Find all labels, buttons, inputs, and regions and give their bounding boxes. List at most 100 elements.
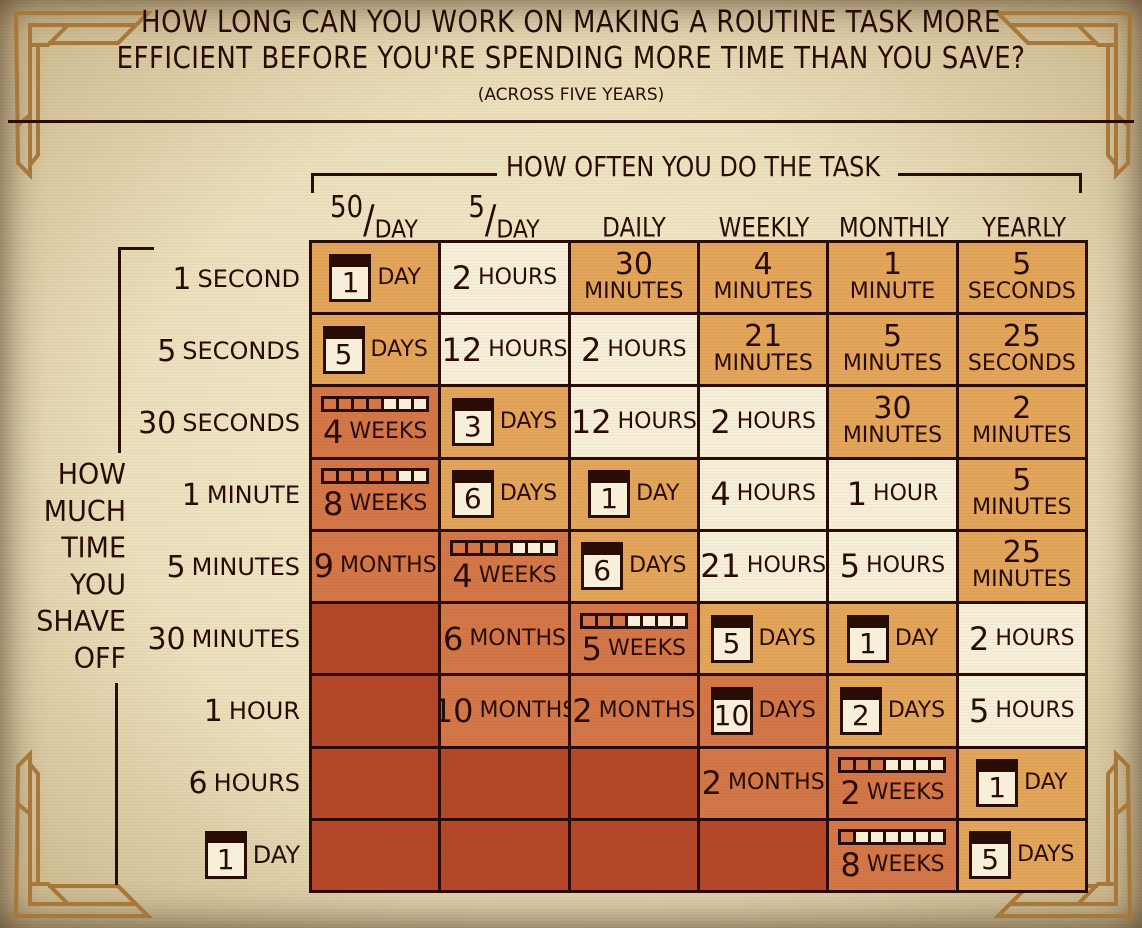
cell-value: 8 bbox=[840, 846, 861, 885]
cell-unit: DAYS bbox=[499, 481, 558, 507]
row-bracket-top bbox=[118, 247, 154, 250]
cell-unit: DAYS bbox=[499, 409, 558, 435]
grid-cell: 1 HOUR bbox=[829, 459, 956, 529]
art-deco-corner-bottom-right-icon bbox=[993, 749, 1133, 918]
cell-unit: HOURS bbox=[736, 409, 816, 435]
cell-unit: MONTHS bbox=[479, 697, 568, 723]
cell-value: 6 bbox=[442, 619, 464, 658]
column-header-50-per-day: 50/DAY bbox=[330, 190, 418, 245]
week-bar-icon bbox=[450, 540, 559, 557]
cell-value: 12 bbox=[441, 330, 483, 369]
cell-unit: MINUTES bbox=[972, 567, 1072, 593]
cell-value: 2 bbox=[710, 403, 731, 442]
grid-cell: 6 DAYS bbox=[441, 459, 568, 529]
grid-cell: 2 WEEKS bbox=[829, 748, 956, 818]
cell-value: 5 bbox=[1012, 463, 1032, 499]
grid-cell: 4 WEEKS bbox=[441, 531, 568, 602]
grid-cell: 4 HOURS bbox=[700, 459, 827, 529]
row-header-30-minutes: 30 MINUTES bbox=[147, 621, 300, 657]
grid-cell: 5 HOURS bbox=[958, 676, 1085, 746]
cell-value: 1 bbox=[882, 246, 903, 282]
grid-cell: 12 HOURS bbox=[570, 387, 697, 457]
grid-cell: 21 HOURS bbox=[700, 531, 827, 602]
column-bracket-right-tick bbox=[1079, 173, 1082, 193]
grid-cell: 5 WEEKS bbox=[570, 604, 697, 674]
cell-unit: MINUTE bbox=[849, 278, 936, 304]
grid-cell: 5 SECONDS bbox=[958, 243, 1085, 313]
grid-cell: 2 HOURS bbox=[700, 387, 827, 457]
grid-cell: 5 DAYS bbox=[312, 315, 439, 385]
column-header-weekly: WEEKLY bbox=[718, 213, 810, 244]
grid-cell-empty bbox=[312, 604, 439, 674]
grid-cell-empty bbox=[700, 820, 827, 890]
cell-unit: HOURS bbox=[866, 553, 946, 579]
cell-value: 30 bbox=[873, 391, 912, 427]
grid-cell: 1 DAY bbox=[829, 604, 956, 674]
grid-cell: 2 MONTHS bbox=[570, 676, 697, 746]
row-header-1-minute: 1 MINUTE bbox=[181, 477, 300, 513]
grid-cell: 6 MONTHS bbox=[441, 604, 568, 674]
cell-unit: HOURS bbox=[488, 336, 568, 362]
grid-cell: 5 DAYS bbox=[700, 604, 827, 674]
cell-unit: WEEKS bbox=[866, 780, 945, 806]
cell-unit: MINUTES bbox=[972, 495, 1072, 521]
cell-unit: DAY bbox=[1024, 770, 1068, 796]
cell-unit: WEEKS bbox=[866, 852, 945, 878]
column-header-yearly: YEARLY bbox=[981, 213, 1067, 244]
calendar-icon: 1 bbox=[329, 253, 372, 302]
time-savings-grid: 1 DAY 2 HOURS 30 MINUTES 4 MINUTES 1 MINUTE 5 SECON… bbox=[309, 240, 1088, 893]
grid-cell: 4 WEEKS bbox=[312, 387, 439, 457]
row-header-30-seconds: 30 SECONDS bbox=[138, 405, 300, 441]
cell-unit: DAY bbox=[894, 625, 939, 651]
cell-unit: DAYS bbox=[1017, 842, 1075, 868]
grid-cell-empty bbox=[570, 748, 697, 818]
row-header-5-minutes: 5 MINUTES bbox=[166, 549, 300, 585]
cell-unit: MONTHS bbox=[339, 553, 437, 579]
cell-value: 4 bbox=[323, 413, 344, 452]
calendar-icon: 1 bbox=[588, 470, 631, 519]
row-header-5-seconds: 5 SECONDS bbox=[157, 333, 300, 369]
column-header-daily: DAILY bbox=[602, 213, 666, 244]
column-header-5-per-day: 5/DAY bbox=[468, 190, 540, 245]
cell-value: 1 bbox=[846, 475, 868, 514]
calendar-icon: 1 bbox=[976, 759, 1019, 808]
grid-cell: 9 MONTHS bbox=[312, 531, 439, 602]
cell-unit: WEEKS bbox=[349, 419, 428, 445]
chart-subtitle: (ACROSS FIVE YEARS) bbox=[477, 85, 665, 105]
cell-unit: DAYS bbox=[758, 697, 816, 723]
row-header-6-hours: 6 HOURS bbox=[188, 765, 300, 801]
calendar-icon: 6 bbox=[451, 470, 494, 519]
grid-cell: 10 DAYS bbox=[700, 676, 827, 746]
grid-cell: 10 MONTHS bbox=[441, 676, 568, 746]
grid-cell-empty bbox=[312, 676, 439, 746]
cell-unit: DAY bbox=[636, 481, 680, 507]
cell-value: 5 bbox=[1012, 246, 1032, 282]
calendar-icon: 10 bbox=[710, 686, 753, 735]
cell-unit: MONTHS bbox=[469, 625, 567, 651]
cell-value: 5 bbox=[581, 629, 603, 668]
grid-cell: 1 DAY bbox=[312, 243, 439, 313]
cell-value: 30 bbox=[614, 246, 653, 282]
cell-unit: MINUTES bbox=[972, 423, 1072, 449]
week-bar-icon bbox=[838, 829, 947, 846]
week-bar-icon bbox=[838, 757, 947, 774]
cell-value: 5 bbox=[882, 318, 903, 354]
y-axis-label: HOW MUCH TIME YOU SHAVE OFF bbox=[36, 458, 126, 676]
grid-cell: 5 DAYS bbox=[958, 820, 1085, 890]
cell-value: 10 bbox=[441, 691, 474, 730]
grid-cell: 8 WEEKS bbox=[829, 820, 956, 890]
grid-cell: 5 MINUTES bbox=[958, 459, 1085, 529]
cell-unit: WEEKS bbox=[478, 563, 557, 589]
cell-value: 4 bbox=[452, 557, 473, 596]
column-bracket-right bbox=[898, 173, 1082, 176]
grid-cell: 2 MONTHS bbox=[700, 748, 827, 818]
column-header-monthly: MONTHLY bbox=[838, 213, 950, 244]
row-header-1-second: 1 SECOND bbox=[172, 261, 300, 297]
cell-value: 2 bbox=[572, 691, 593, 730]
cell-value: 9 bbox=[313, 547, 334, 586]
grid-cell: 2 HOURS bbox=[441, 243, 568, 313]
calendar-icon: 5 bbox=[710, 614, 753, 663]
cell-value: 21 bbox=[744, 318, 783, 354]
calendar-icon: 3 bbox=[451, 398, 494, 447]
cell-unit: WEEKS bbox=[608, 635, 686, 661]
